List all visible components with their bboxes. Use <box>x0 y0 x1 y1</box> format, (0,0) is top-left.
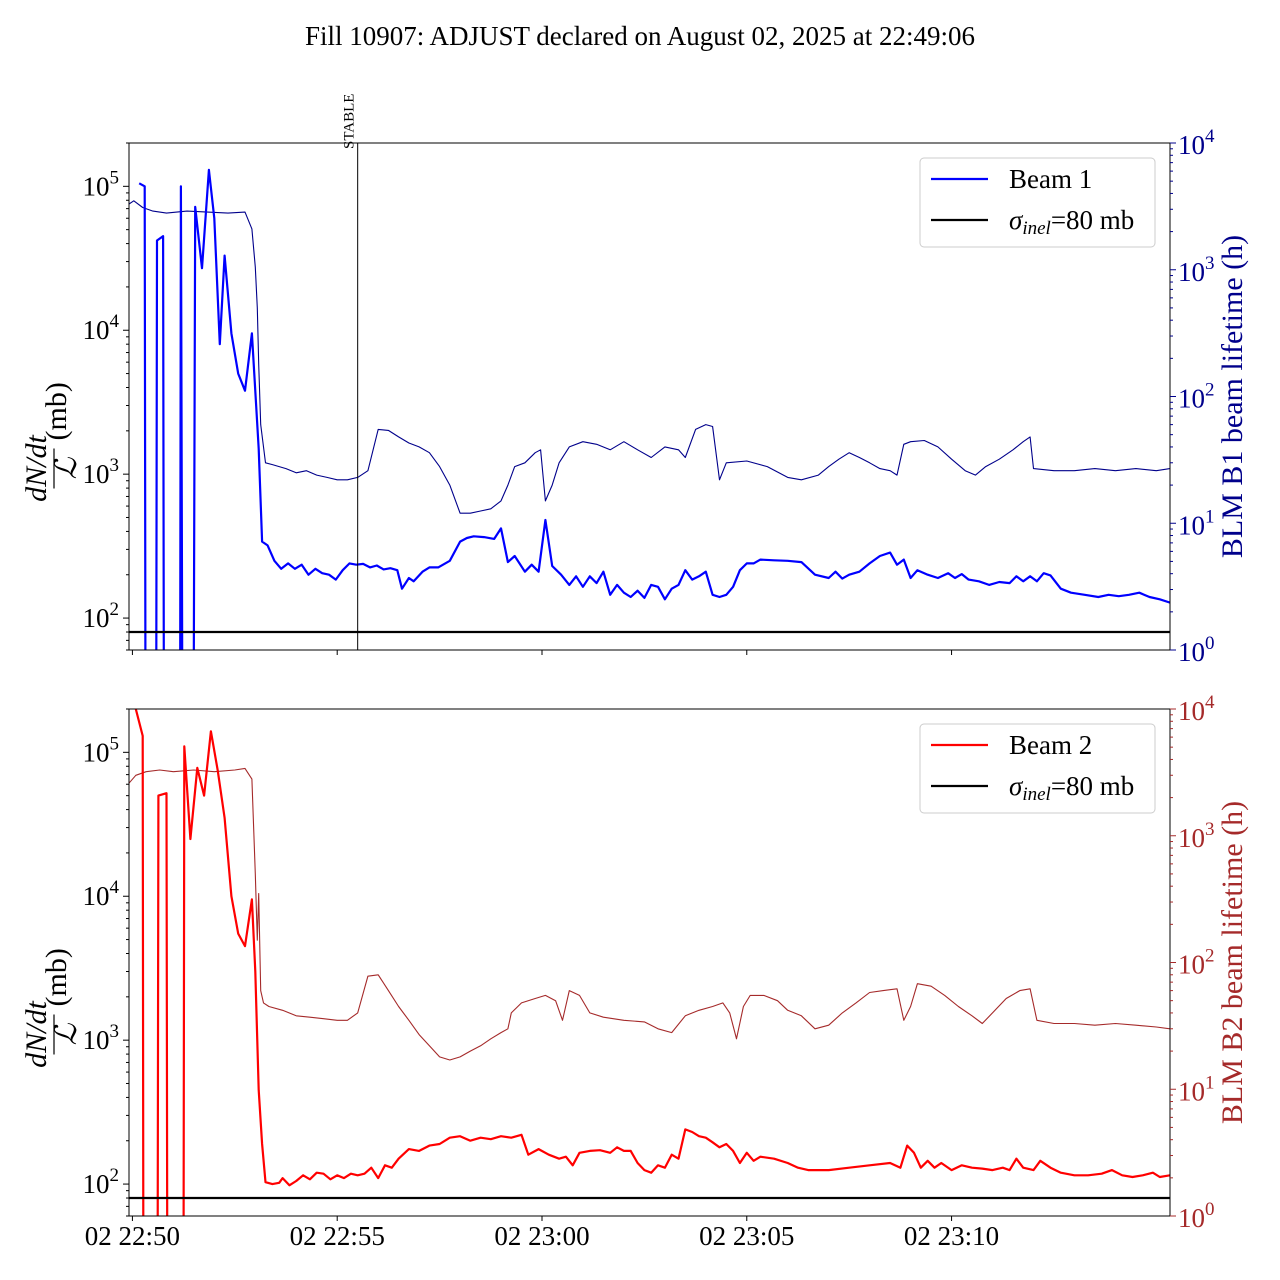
y2-tick-label: 102 <box>1178 946 1215 980</box>
y2-tick-base: 10 <box>1178 384 1205 414</box>
y-tick-exponent: 4 <box>110 311 120 332</box>
y-tick-exponent: 5 <box>110 167 120 188</box>
y-tick-exponent: 3 <box>110 455 120 476</box>
plot-area <box>129 168 1170 650</box>
y-axis-label: dN/dtℒ (mb) <box>20 948 83 1068</box>
y-tick-label: 105 <box>83 167 120 201</box>
y2-tick-exponent: 0 <box>1205 633 1215 654</box>
beam1-panel: STABLE102103104105100101102103104dN/dtℒ(… <box>20 94 1249 667</box>
y2-tick-label: 104 <box>1178 692 1215 726</box>
y2-tick-exponent: 1 <box>1205 1072 1215 1093</box>
y2-tick-label: 103 <box>1178 253 1215 287</box>
y2-tick-label: 102 <box>1178 380 1215 414</box>
y2-tick-exponent: 2 <box>1205 946 1215 967</box>
y-tick-base: 10 <box>83 171 110 201</box>
y-tick-exponent: 3 <box>110 1021 120 1042</box>
series-lifetime-line <box>129 200 1170 514</box>
x-tick-label: 02 22:55 <box>290 1221 385 1251</box>
x-tick-label: 02 23:10 <box>904 1221 999 1251</box>
y2-axis-label: BLM B2 beam lifetime (h) <box>1216 801 1249 1124</box>
series-lifetime-line <box>129 767 1170 1061</box>
y-axis-label: dN/dtℒ (mb) <box>20 382 83 502</box>
legend-sigma-subscript: inel <box>1022 784 1051 805</box>
y-tick-label: 105 <box>83 733 120 767</box>
plot-area <box>129 709 1170 1216</box>
legend-sigma-symbol: σ <box>1009 771 1024 801</box>
y-label-unit: (mb) <box>40 382 73 440</box>
y2-tick-exponent: 1 <box>1205 506 1215 527</box>
x-tick-label: 02 23:00 <box>494 1221 589 1251</box>
y2-tick-base: 10 <box>1178 696 1205 726</box>
y-tick-exponent: 4 <box>110 877 120 898</box>
y-label-denominator: ℒ <box>50 456 83 479</box>
series-beam-line <box>138 168 1170 650</box>
y2-tick-label: 101 <box>1178 506 1215 540</box>
y2-tick-base: 10 <box>1178 257 1205 287</box>
y-tick-exponent: 2 <box>110 1165 120 1186</box>
y2-axis-label: BLM B1 beam lifetime (h) <box>1216 235 1249 558</box>
y-tick-label: 103 <box>83 1021 120 1055</box>
y-tick-base: 10 <box>83 459 110 489</box>
y2-tick-exponent: 3 <box>1205 253 1215 274</box>
legend-sigma-value: =80 mb <box>1051 771 1134 801</box>
y-tick-label: 102 <box>83 599 120 633</box>
y2-tick-base: 10 <box>1178 510 1205 540</box>
y2-tick-base: 10 <box>1178 1076 1205 1106</box>
legend-sigma-value: =80 mb <box>1051 205 1134 235</box>
legend-sigma-label: σinel=80 mb <box>1009 771 1134 805</box>
y-tick-label: 102 <box>83 1165 120 1199</box>
legend-box <box>919 723 1156 814</box>
y-tick-base: 10 <box>83 881 110 911</box>
y2-tick-base: 10 <box>1178 130 1205 160</box>
y2-tick-base: 10 <box>1178 1203 1205 1233</box>
y2-tick-base: 10 <box>1178 823 1205 853</box>
legend-beam-label: Beam 2 <box>1009 730 1092 760</box>
x-tick-label: 02 22:50 <box>85 1221 180 1251</box>
y2-tick-label: 101 <box>1178 1072 1215 1106</box>
y-tick-label: 103 <box>83 455 120 489</box>
y2-tick-exponent: 0 <box>1205 1199 1215 1220</box>
y2-tick-base: 10 <box>1178 950 1205 980</box>
y2-tick-exponent: 4 <box>1205 126 1215 147</box>
y-label-denominator: ℒ <box>50 1022 83 1045</box>
stable-annotation: STABLE <box>342 94 358 149</box>
y-tick-label: 104 <box>83 311 120 345</box>
y-tick-base: 10 <box>83 603 110 633</box>
y-tick-base: 10 <box>83 315 110 345</box>
figure-title: Fill 10907: ADJUST declared on August 02… <box>305 21 975 51</box>
y-tick-label: 104 <box>83 877 120 911</box>
y2-tick-label: 103 <box>1178 819 1215 853</box>
legend-sigma-label: σinel=80 mb <box>1009 205 1134 239</box>
y-tick-exponent: 5 <box>110 733 120 754</box>
y2-tick-exponent: 4 <box>1205 692 1215 713</box>
y-tick-base: 10 <box>83 737 110 767</box>
legend-beam-label: Beam 1 <box>1009 164 1092 194</box>
y-tick-base: 10 <box>83 1169 110 1199</box>
series-beam-line <box>134 709 1170 1216</box>
y-label-unit: (mb) <box>40 948 73 1006</box>
legend-sigma-subscript: inel <box>1022 218 1051 239</box>
y-tick-exponent: 2 <box>110 599 120 620</box>
x-tick-label: 02 23:05 <box>699 1221 794 1251</box>
y2-tick-exponent: 2 <box>1205 380 1215 401</box>
y2-tick-base: 10 <box>1178 637 1205 667</box>
y-tick-base: 10 <box>83 1025 110 1055</box>
legend-box <box>919 157 1156 248</box>
y-label-numerator: dN/dt <box>20 1000 53 1067</box>
y2-tick-label: 100 <box>1178 633 1215 667</box>
y2-tick-exponent: 3 <box>1205 819 1215 840</box>
y-label-numerator: dN/dt <box>20 434 53 501</box>
beam2-panel: 02 22:50 02 22:55 02 23:00 02 23:05 02 23:10… <box>20 692 1249 1251</box>
legend-sigma-symbol: σ <box>1009 205 1024 235</box>
y2-tick-label: 104 <box>1178 126 1215 160</box>
y2-tick-label: 100 <box>1178 1199 1215 1233</box>
